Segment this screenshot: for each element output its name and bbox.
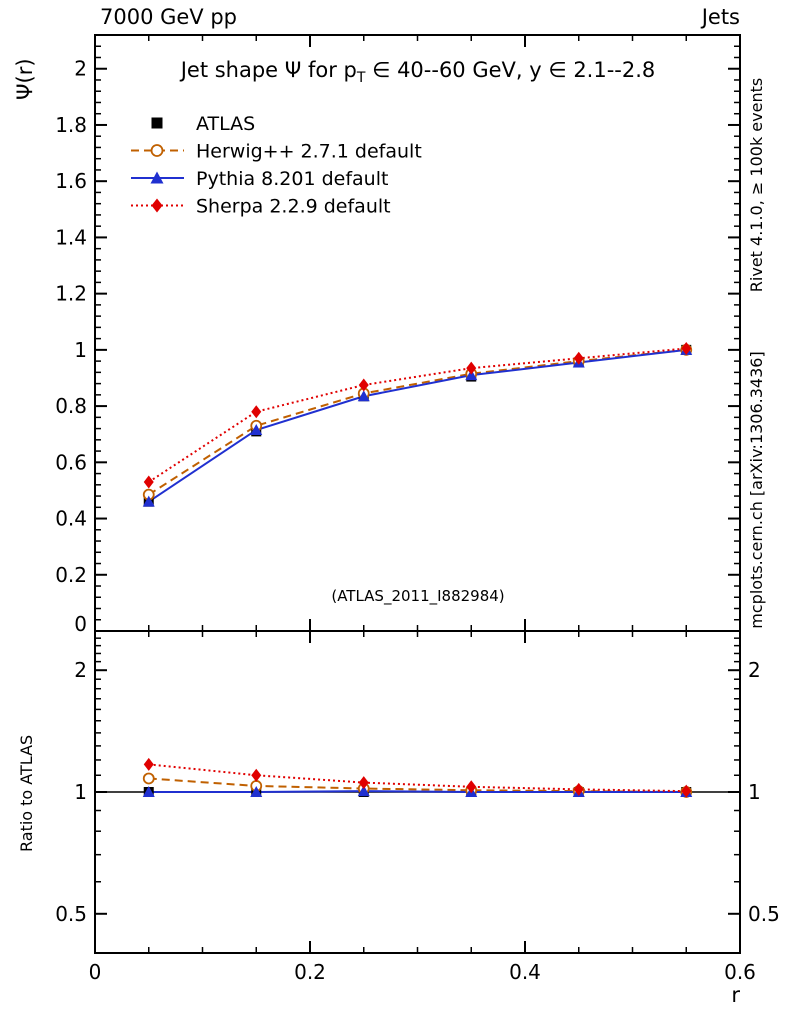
analysis-group-label: Jets xyxy=(700,5,740,29)
y-tick-label: 1.4 xyxy=(55,225,87,249)
legend-marker-atlas xyxy=(151,117,163,129)
legend-marker-herwig xyxy=(150,144,164,157)
series-line-pythia xyxy=(148,348,687,503)
y-tick-label: 0 xyxy=(74,612,87,636)
main-panel-series xyxy=(142,341,693,507)
series-line-sherpa xyxy=(148,763,687,793)
data-point-pythia xyxy=(250,786,263,797)
plot-title-sub: T xyxy=(356,70,366,86)
plot-title: Jet shape Ψ for pT ∈ 40--60 GeV, y ∈ 2.1… xyxy=(179,58,656,86)
data-point-sherpa xyxy=(143,757,154,771)
data-point-pythia xyxy=(357,785,370,797)
legend-marker-pythia xyxy=(150,171,164,184)
y-tick-label: 1.2 xyxy=(55,282,87,306)
x-tick-label: 0.2 xyxy=(294,960,326,984)
x-tick-label: 0 xyxy=(89,960,102,984)
legend-label-pythia: Pythia 8.201 default xyxy=(196,168,388,190)
data-point-sherpa xyxy=(573,782,584,796)
beam-energy-label: 7000 GeV pp xyxy=(100,5,237,29)
y-axis-label-main: Ψ(r) xyxy=(13,58,37,100)
y-tick-label: 2 xyxy=(74,658,87,682)
legend-label-herwig: Herwig++ 2.7.1 default xyxy=(196,141,422,163)
y-tick-label: 0.6 xyxy=(55,450,87,474)
y-tick-label: 2 xyxy=(748,658,761,682)
x-tick-label: 0.4 xyxy=(509,960,541,984)
data-point-sherpa xyxy=(358,378,369,392)
ratio-panel-series xyxy=(95,757,740,798)
y-tick-label: 0.5 xyxy=(55,902,87,926)
data-point-pythia xyxy=(142,786,155,797)
series-line-herwig xyxy=(148,777,687,793)
data-point-sherpa xyxy=(681,784,692,798)
plot-title-post: ∈ 40--60 GeV, y ∈ 2.1--2.8 xyxy=(365,58,655,82)
x-axis-label: r xyxy=(731,983,740,1007)
y-tick-label: 0.8 xyxy=(55,394,87,418)
data-point-herwig xyxy=(142,772,155,785)
rivet-version-note: Rivet 4.1.0, ≥ 100k events xyxy=(747,78,766,292)
data-point-pythia xyxy=(250,423,263,435)
y-tick-label: 1.8 xyxy=(55,113,87,137)
legend-marker-sherpa xyxy=(151,198,163,213)
series-line-pythia xyxy=(148,790,687,793)
data-point-pythia xyxy=(357,390,370,402)
y-tick-label: 0.5 xyxy=(748,902,780,926)
main-panel-frame xyxy=(94,34,741,632)
legend-label-sherpa: Sherpa 2.2.9 default xyxy=(196,196,391,218)
mcplots-reference-note: mcplots.cern.ch [arXiv:1306.3436] xyxy=(747,351,766,628)
data-point-sherpa xyxy=(466,361,477,375)
data-point-pythia xyxy=(465,369,478,381)
series-line-sherpa xyxy=(148,347,687,483)
y-tick-label: 2 xyxy=(74,57,87,81)
axes-frame: 0 0.2 0.4 0.6 0.8 1 1.2 1.4 1.6 1.8 2 0.5 0.5 1 1 2 2 0 0.… xyxy=(55,34,780,984)
data-point-sherpa xyxy=(251,405,262,419)
y-tick-label: 1 xyxy=(74,780,87,804)
watermark-analysis-id: (ATLAS_2011_I882984) xyxy=(331,587,504,606)
y-axis-label-ratio: Ratio to ATLAS xyxy=(17,735,36,852)
y-tick-label: 0.2 xyxy=(55,563,87,587)
plot-title-pre: Jet shape Ψ for p xyxy=(179,58,357,82)
series-line-herwig xyxy=(148,348,687,496)
data-point-sherpa xyxy=(143,475,154,489)
data-point-sherpa xyxy=(251,768,262,782)
data-point-sherpa xyxy=(681,341,692,355)
legend-label-atlas: ATLAS xyxy=(196,113,255,135)
legend: ATLAS Herwig++ 2.7.1 default Pythia 8.201 … xyxy=(131,113,422,218)
y-tick-label: 0.4 xyxy=(55,507,87,531)
x-tick-label: 0.6 xyxy=(724,960,756,984)
data-point-sherpa xyxy=(573,351,584,365)
data-point-sherpa xyxy=(358,776,369,790)
data-point-sherpa xyxy=(466,780,477,794)
y-tick-label: 1.6 xyxy=(55,169,87,193)
y-tick-label: 1 xyxy=(74,338,87,362)
y-tick-label: 1 xyxy=(748,780,761,804)
data-point-pythia xyxy=(142,495,155,507)
